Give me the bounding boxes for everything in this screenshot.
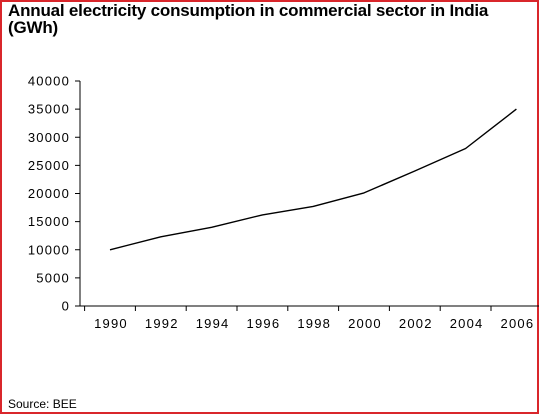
x-axis: 1990 1992 1994 1996 1998 2000 2002 2004 2006 (80, 305, 539, 331)
x-tick-label: 2004 (450, 316, 484, 331)
y-tick-label: 10000 (28, 242, 70, 257)
x-tick-label: 1992 (145, 316, 179, 331)
source-note: Source: BEE (8, 397, 77, 411)
y-tick-label: 15000 (28, 214, 70, 229)
x-tick-label: 1996 (247, 316, 281, 331)
y-tick-label: 5000 (36, 270, 70, 285)
y-tick-label: 40000 (28, 74, 70, 89)
y-tick-label: 20000 (28, 186, 70, 201)
series-line (109, 108, 517, 251)
x-tick-label: 1998 (297, 316, 331, 331)
y-axis: 0 5000 10000 15000 20000 25000 30000 35000 40000 (28, 74, 81, 314)
y-tick-label: 0 (62, 299, 70, 314)
y-tick-label: 25000 (28, 158, 70, 173)
x-tick-label: 2000 (348, 316, 382, 331)
y-tick-label: 35000 (28, 102, 70, 117)
x-tick-label: 2002 (399, 316, 433, 331)
chart-title: Annual electricity consumption in commer… (8, 1, 489, 37)
x-tick-label: 1994 (196, 316, 230, 331)
series-group (109, 108, 517, 251)
x-tick-label: 1990 (94, 316, 128, 331)
y-tick-label: 30000 (28, 130, 70, 145)
x-tick-label: 2006 (501, 316, 535, 331)
